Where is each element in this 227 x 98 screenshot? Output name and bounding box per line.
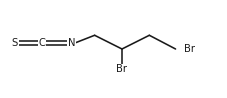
Text: S: S bbox=[12, 38, 18, 48]
Text: N: N bbox=[68, 38, 75, 48]
Text: C: C bbox=[39, 38, 45, 48]
Text: Br: Br bbox=[183, 44, 194, 54]
Text: Br: Br bbox=[116, 64, 127, 74]
